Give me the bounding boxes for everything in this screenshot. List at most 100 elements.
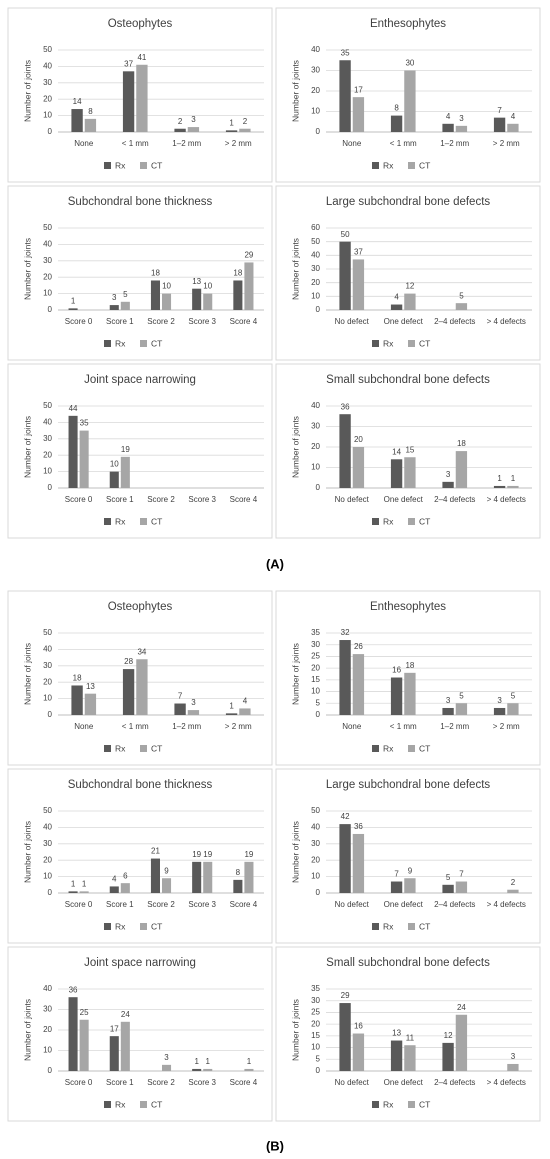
y-tick-label: 10 <box>43 694 52 703</box>
y-axis-label: Number of joints <box>290 821 300 883</box>
x-tick-label: Score 0 <box>65 495 93 504</box>
data-label: 14 <box>392 447 401 456</box>
bar <box>404 1045 416 1071</box>
y-tick-label: 20 <box>43 272 52 281</box>
bar <box>404 293 416 310</box>
data-label: 1 <box>229 118 234 127</box>
bar <box>455 125 468 132</box>
data-label: 10 <box>110 460 119 469</box>
legend-label: Rx <box>115 1099 126 1109</box>
bar <box>352 833 365 893</box>
legend-swatch <box>140 745 147 752</box>
legend-label: CT <box>151 1099 162 1109</box>
x-tick-label: Score 0 <box>65 1078 93 1087</box>
data-label: 1 <box>71 296 76 305</box>
legend-swatch <box>104 1101 111 1108</box>
chart-frame <box>7 363 273 539</box>
bar <box>442 481 454 488</box>
y-tick-label: 20 <box>311 663 320 672</box>
legend-swatch <box>104 162 111 169</box>
legend-swatch <box>140 923 147 930</box>
bar <box>352 97 365 132</box>
panel-label: (A) <box>266 556 284 571</box>
legend-swatch <box>372 745 379 752</box>
data-label: 4 <box>511 112 516 121</box>
data-label: 1 <box>82 879 87 888</box>
data-label: 17 <box>110 1024 119 1033</box>
legend-swatch <box>408 162 415 169</box>
data-label: 2 <box>243 117 248 126</box>
y-tick-label: 50 <box>43 628 52 637</box>
data-label: 14 <box>73 97 82 106</box>
bar <box>225 130 238 132</box>
y-tick-label: 30 <box>43 434 52 443</box>
y-tick-label: 0 <box>316 127 321 136</box>
chart-title: Subchondral bone thickness <box>68 779 213 791</box>
y-tick-label: 50 <box>43 45 52 54</box>
legend-swatch <box>408 340 415 347</box>
legend-swatch <box>104 923 111 930</box>
y-tick-label: 30 <box>311 66 320 75</box>
legend-swatch <box>140 518 147 525</box>
legend-swatch <box>104 340 111 347</box>
chart-title: Small subchondral bone defects <box>326 957 490 969</box>
x-tick-label: Score 3 <box>188 495 216 504</box>
data-label: 13 <box>86 682 95 691</box>
y-tick-label: 10 <box>43 1046 52 1055</box>
y-tick-label: 30 <box>311 839 320 848</box>
x-tick-label: Score 1 <box>106 900 134 909</box>
legend-label: CT <box>151 160 162 170</box>
legend-swatch <box>140 1101 147 1108</box>
data-label: 4 <box>112 875 117 884</box>
bar <box>352 259 365 310</box>
x-tick-label: 2–4 defects <box>434 495 475 504</box>
data-label: 3 <box>191 115 196 124</box>
data-label: 7 <box>497 106 502 115</box>
bar <box>120 301 130 310</box>
data-label: 50 <box>341 230 350 239</box>
y-tick-label: 20 <box>43 855 52 864</box>
legend-label: Rx <box>115 160 126 170</box>
bar <box>71 685 83 715</box>
x-tick-label: One defect <box>384 495 424 504</box>
legend-swatch <box>408 923 415 930</box>
data-label: 36 <box>341 402 350 411</box>
x-tick-label: Score 2 <box>147 495 175 504</box>
bar <box>174 703 186 715</box>
bar <box>120 1021 130 1071</box>
y-tick-label: 10 <box>311 872 320 881</box>
bar <box>120 883 130 893</box>
y-tick-label: 0 <box>316 305 321 314</box>
y-tick-label: 0 <box>316 483 321 492</box>
legend-swatch <box>104 518 111 525</box>
bar <box>339 414 351 488</box>
y-tick-label: 40 <box>43 823 52 832</box>
x-tick-label: No defect <box>335 317 370 326</box>
bar <box>233 879 243 893</box>
y-axis-label: Number of joints <box>290 238 300 300</box>
bar <box>339 60 351 132</box>
legend-label: Rx <box>383 921 394 931</box>
bar <box>203 1068 213 1071</box>
bar <box>244 861 254 893</box>
y-tick-label: 40 <box>311 401 320 410</box>
bar <box>162 293 172 310</box>
data-label: 30 <box>405 59 414 68</box>
bar <box>390 304 403 310</box>
legend-label: CT <box>419 1099 430 1109</box>
chart-frame <box>275 946 541 1122</box>
x-tick-label: Score 3 <box>188 1078 216 1087</box>
x-tick-label: 2–4 defects <box>434 1078 475 1087</box>
y-axis-label: Number of joints <box>22 999 32 1061</box>
data-label: 13 <box>192 277 201 286</box>
data-label: 29 <box>244 251 253 260</box>
bar <box>390 459 403 488</box>
bar <box>339 640 351 715</box>
data-label: 36 <box>354 822 363 831</box>
x-tick-label: Score 0 <box>65 317 93 326</box>
y-tick-label: 10 <box>311 1043 320 1052</box>
bar <box>122 669 135 715</box>
data-label: 7 <box>394 870 399 879</box>
legend-label: Rx <box>383 160 394 170</box>
data-label: 1 <box>71 879 76 888</box>
